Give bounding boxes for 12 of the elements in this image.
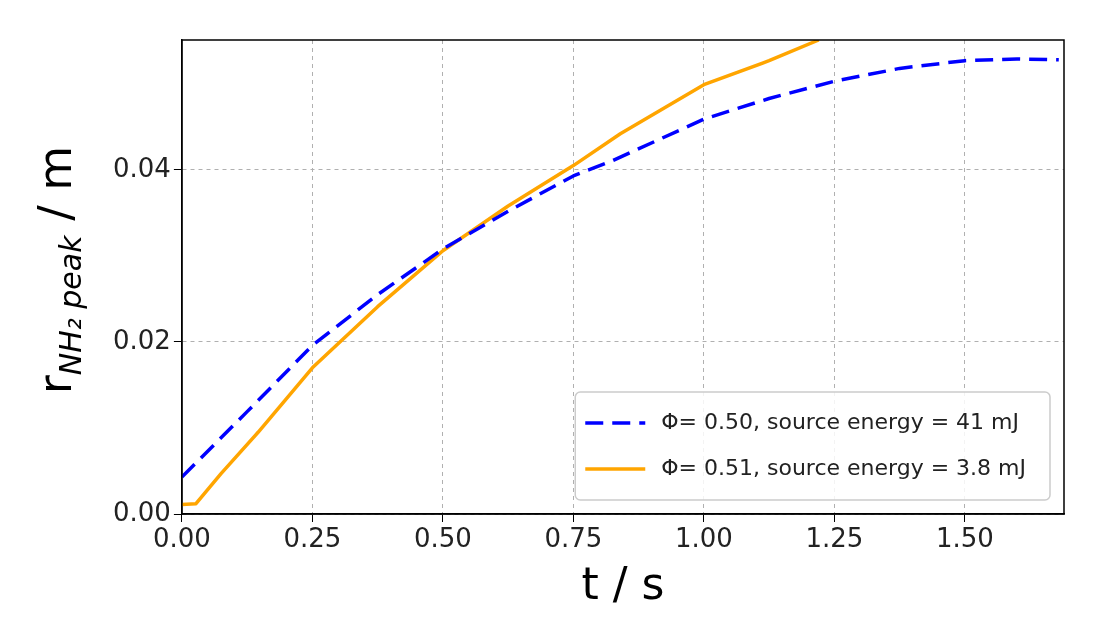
x-tick-label: 1.25 bbox=[805, 523, 864, 554]
x-axis-title: t / s bbox=[581, 558, 665, 610]
x-tick-label: 1.50 bbox=[935, 523, 994, 554]
y-tick-label: 0.04 bbox=[113, 152, 171, 183]
legend-label: Φ= 0.51, source energy = 3.8 mJ bbox=[661, 454, 1027, 480]
y-tick-label: 0.02 bbox=[113, 324, 171, 355]
legend-label: Φ= 0.50, source energy = 41 mJ bbox=[661, 408, 1020, 434]
x-tick-label: 0.75 bbox=[544, 523, 603, 554]
x-tick-label: 1.00 bbox=[674, 523, 733, 554]
x-tick-label: 0.25 bbox=[283, 523, 342, 554]
line-series bbox=[181, 57, 1061, 479]
x-tick-label: 0.50 bbox=[413, 523, 472, 554]
